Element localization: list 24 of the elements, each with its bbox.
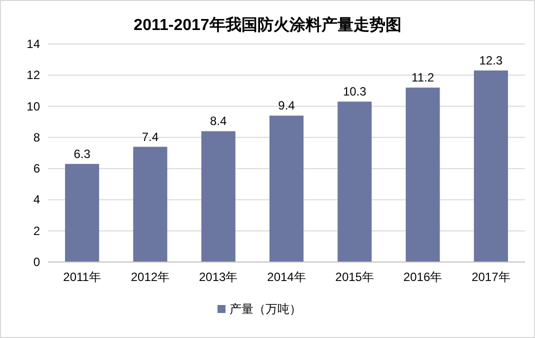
y-tick-label: 8 (33, 130, 40, 144)
x-tick-label: 2016年 (403, 270, 442, 284)
x-tick-label: 2017年 (472, 270, 510, 284)
y-tick-label: 0 (33, 255, 40, 269)
data-label: 11.2 (412, 70, 434, 85)
y-tick-label: 4 (33, 192, 40, 207)
x-tick-label: 2011年 (63, 270, 101, 284)
data-label: 12.3 (479, 53, 503, 68)
y-tick-label: 12 (26, 68, 40, 82)
x-tick-label: 2012年 (130, 270, 170, 284)
y-tick-label: 10 (26, 99, 40, 114)
data-label: 8.4 (210, 114, 228, 128)
x-tick-label: 2014年 (267, 270, 306, 284)
data-label: 10.3 (342, 84, 367, 99)
chart-title: 2011-2017年我国防火涂料产量走势图 (134, 16, 402, 34)
data-label: 6.3 (74, 146, 91, 161)
data-label: 9.4 (278, 98, 296, 113)
legend-label: 产量（万吨） (230, 302, 302, 316)
y-tick-label: 6 (33, 162, 40, 176)
y-tick-label: 14 (26, 37, 40, 51)
data-label: 7.4 (142, 130, 159, 144)
x-tick-label: 2015年 (335, 270, 374, 284)
y-tick-label: 2 (33, 224, 40, 238)
x-tick-label: 2013年 (199, 270, 238, 284)
